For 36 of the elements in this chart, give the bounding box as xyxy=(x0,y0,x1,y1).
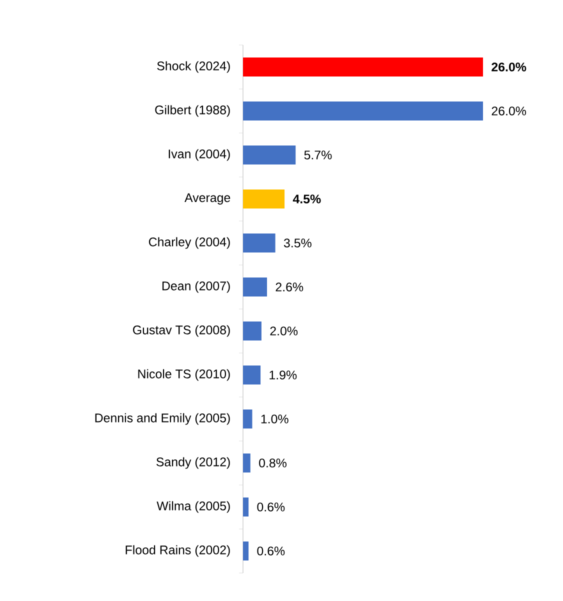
y-tick-label: Shock (2024) xyxy=(157,61,230,73)
data-label: 26.0% xyxy=(492,62,526,72)
bar xyxy=(243,146,296,165)
data-label: 0.8% xyxy=(259,458,286,468)
data-label: 3.5% xyxy=(284,238,312,248)
y-tick-label: Wilma (2005) xyxy=(156,501,230,513)
bar xyxy=(243,542,249,561)
y-tick-label: Sandy (2012) xyxy=(156,457,230,469)
data-label: 1.0% xyxy=(261,414,288,424)
bar xyxy=(243,410,252,429)
bar xyxy=(243,58,484,76)
data-label: 4.5% xyxy=(292,194,321,204)
data-label: 2.6% xyxy=(276,282,304,292)
bar xyxy=(243,278,268,297)
y-tick-label: Gilbert (1988) xyxy=(155,105,230,117)
y-tick-label: Dean (2007) xyxy=(162,281,230,293)
y-tick-label: Average xyxy=(184,193,230,205)
data-label: 1.9% xyxy=(270,370,297,380)
data-label: 0.6% xyxy=(257,546,285,556)
bar xyxy=(243,366,261,385)
y-tick-label: Nicole TS (2010) xyxy=(138,369,230,381)
bar xyxy=(243,498,249,517)
y-tick-label: Flood Rains (2002) xyxy=(126,545,230,557)
data-label: 26.0% xyxy=(492,106,526,116)
y-tick-label: Gustav TS (2008) xyxy=(133,325,230,337)
data-label: 0.6% xyxy=(257,502,285,512)
y-tick-label: Dennis and Emily (2005) xyxy=(95,413,230,425)
data-label: 5.7% xyxy=(304,150,332,160)
y-tick-label: Charley (2004) xyxy=(148,237,230,249)
data-label: 2.0% xyxy=(270,326,298,336)
y-tick-label: Ivan (2004) xyxy=(168,149,230,161)
bar xyxy=(243,234,276,253)
bar xyxy=(243,322,262,341)
bar xyxy=(243,190,285,209)
bar xyxy=(243,102,484,120)
bar xyxy=(243,454,250,473)
